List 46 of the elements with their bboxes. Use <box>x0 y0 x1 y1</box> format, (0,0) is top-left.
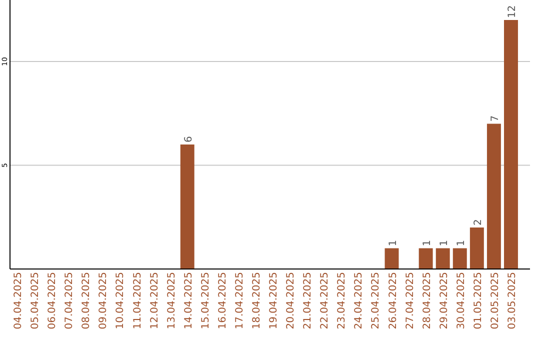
data-label: 1 <box>438 240 450 246</box>
x-tick-label: 22.04.2025 <box>320 272 331 330</box>
bar <box>436 248 450 269</box>
x-tick-label: 04.04.2025 <box>13 272 24 330</box>
x-tick-label: 14.04.2025 <box>183 272 194 330</box>
bar <box>452 248 467 269</box>
x-tick-label: 03.05.2025 <box>506 272 518 330</box>
data-label: 6 <box>183 136 194 142</box>
x-tick-label: 27.04.2025 <box>404 272 416 330</box>
x-tick-label: 26.04.2025 <box>388 272 399 330</box>
x-tick-label: 10.04.2025 <box>115 272 126 330</box>
x-tick-label: 17.04.2025 <box>234 272 246 330</box>
bar <box>486 124 501 269</box>
x-tick-label: 12.04.2025 <box>149 272 160 330</box>
bar <box>384 248 399 269</box>
x-tick-label: 21.04.2025 <box>302 272 314 330</box>
x-tick-label: 09.04.2025 <box>98 272 110 330</box>
x-tick-label: 01.05.2025 <box>472 272 484 330</box>
x-tick-label: 20.04.2025 <box>286 272 297 330</box>
x-tick-label: 13.04.2025 <box>166 272 178 330</box>
x-tick-label: 05.04.2025 <box>30 272 42 330</box>
x-tick-label: 24.04.2025 <box>354 272 365 330</box>
x-tick-label: 29.04.2025 <box>438 272 450 330</box>
x-tick-label: 16.04.2025 <box>217 272 228 330</box>
x-tick-label: 18.04.2025 <box>251 272 262 330</box>
x-tick-label: 06.04.2025 <box>47 272 58 330</box>
x-tick-label: 19.04.2025 <box>268 272 280 330</box>
bar <box>470 228 484 269</box>
data-label: 1 <box>456 240 467 246</box>
bar <box>418 248 433 269</box>
bar <box>504 20 518 269</box>
data-label: 1 <box>422 240 433 246</box>
x-tick-label: 30.04.2025 <box>456 272 467 330</box>
x-tick-label: 08.04.2025 <box>81 272 92 330</box>
data-label: 1 <box>388 240 399 246</box>
x-tick-label: 11.04.2025 <box>132 272 144 330</box>
x-tick-label: 28.04.2025 <box>422 272 433 330</box>
bar <box>180 144 194 269</box>
x-tick-label: 25.04.2025 <box>370 272 382 330</box>
data-label: 12 <box>506 5 518 18</box>
x-tick-label: 07.04.2025 <box>64 272 76 330</box>
x-tick-label: 15.04.2025 <box>200 272 212 330</box>
x-tick-label: 23.04.2025 <box>336 272 348 330</box>
data-label: 7 <box>490 115 501 122</box>
x-tick-label: 02.05.2025 <box>490 272 501 330</box>
data-label: 2 <box>472 219 484 226</box>
